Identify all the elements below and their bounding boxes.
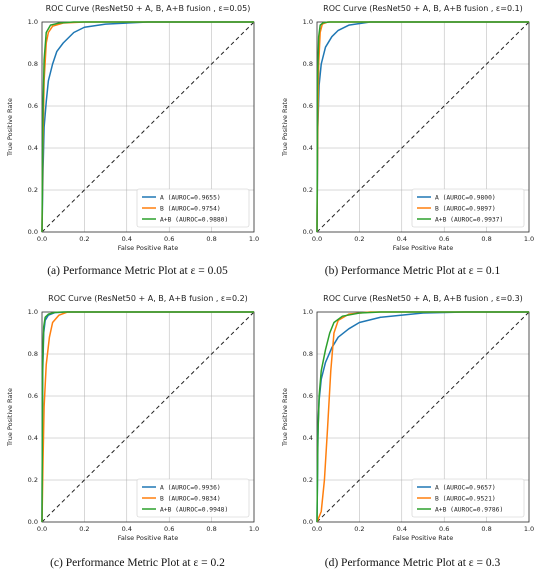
x-tick-label: 0.4	[397, 235, 407, 243]
y-tick-label: 1.0	[28, 308, 38, 316]
x-axis-label: False Positive Rate	[118, 534, 178, 542]
x-tick-label: 0.4	[122, 235, 132, 243]
y-tick-label: 0.0	[28, 518, 38, 526]
legend-label: A (AUROC=0.9936)	[160, 484, 221, 491]
x-tick-label: 0.8	[206, 235, 216, 243]
y-tick-label: 0.2	[303, 186, 313, 194]
legend-label: A+B (AUROC=0.9880)	[160, 216, 228, 223]
chart-title: ROC Curve (ResNet50 + A, B, A+B fusion ,…	[48, 294, 248, 303]
roc-chart-svg-c: ROC Curve (ResNet50 + A, B, A+B fusion ,…	[6, 294, 259, 542]
series-line-aplusb	[41, 21, 254, 233]
x-tick-label: 1.0	[249, 525, 259, 533]
y-tick-label: 0.6	[28, 102, 38, 110]
y-axis-label: True Positive Rate	[6, 98, 14, 157]
series-line-aplusb	[316, 21, 529, 233]
y-tick-label: 0.4	[303, 144, 313, 152]
x-tick-label: 0.8	[481, 525, 491, 533]
caption-d: (d) Performance Metric Plot at ε = 0.3	[324, 557, 501, 569]
legend-label: A+B (AUROC=0.9786)	[435, 506, 503, 513]
series-line-b	[41, 311, 254, 523]
roc-chart-a: ROC Curve (ResNet50 + A, B, A+B fusion ,…	[0, 0, 275, 258]
y-tick-label: 1.0	[303, 308, 313, 316]
x-tick-label: 0.4	[122, 525, 132, 533]
x-tick-label: 1.0	[249, 235, 259, 243]
legend-label: A (AUROC=0.9657)	[435, 484, 496, 491]
chance-diagonal	[316, 311, 530, 523]
x-tick-label: 1.0	[524, 525, 534, 533]
x-tick-label: 0.0	[312, 235, 322, 243]
y-tick-label: 0.4	[303, 434, 313, 442]
chart-title: ROC Curve (ResNet50 + A, B, A+B fusion ,…	[323, 294, 523, 303]
y-tick-label: 0.0	[303, 228, 313, 236]
y-tick-label: 1.0	[28, 18, 38, 26]
y-tick-label: 0.0	[28, 228, 38, 236]
legend-label: A+B (AUROC=0.9937)	[435, 216, 503, 223]
chance-diagonal	[41, 21, 255, 233]
y-tick-label: 0.0	[303, 518, 313, 526]
y-tick-label: 0.8	[28, 60, 38, 68]
y-axis-label: True Positive Rate	[6, 388, 14, 447]
y-axis-label: True Positive Rate	[281, 98, 289, 157]
y-tick-label: 0.8	[303, 350, 313, 358]
legend-label: B (AUROC=0.9521)	[435, 495, 496, 502]
x-tick-label: 0.2	[354, 525, 364, 533]
series-line-aplusb	[41, 311, 254, 523]
legend-label: A (AUROC=0.9655)	[160, 194, 221, 201]
y-tick-label: 0.4	[28, 144, 38, 152]
caption-a: (a) Performance Metric Plot at ε = 0.05	[47, 265, 228, 277]
legend-label: A (AUROC=0.9800)	[435, 194, 496, 201]
chance-diagonal	[41, 311, 255, 523]
legend-label: B (AUROC=0.9897)	[435, 205, 496, 212]
x-axis-label: False Positive Rate	[118, 244, 178, 252]
x-tick-label: 0.0	[37, 525, 47, 533]
y-tick-label: 0.8	[28, 350, 38, 358]
legend-label: A+B (AUROC=0.9948)	[160, 506, 228, 513]
caption-c: (c) Performance Metric Plot at ε = 0.2	[50, 557, 225, 569]
x-tick-label: 0.0	[312, 525, 322, 533]
x-tick-label: 0.8	[481, 235, 491, 243]
legend-label: B (AUROC=0.9834)	[160, 495, 221, 502]
x-tick-label: 0.6	[439, 235, 449, 243]
x-tick-label: 0.2	[79, 525, 89, 533]
x-tick-label: 0.6	[164, 235, 174, 243]
legend-label: B (AUROC=0.9754)	[160, 205, 221, 212]
x-axis-label: False Positive Rate	[393, 534, 453, 542]
x-tick-label: 0.0	[37, 235, 47, 243]
caption-b: (b) Performance Metric Plot at ε = 0.1	[324, 265, 501, 277]
y-tick-label: 0.6	[303, 102, 313, 110]
y-tick-label: 0.2	[303, 476, 313, 484]
roc-chart-svg-b: ROC Curve (ResNet50 + A, B, A+B fusion ,…	[281, 4, 534, 252]
y-tick-label: 0.6	[28, 392, 38, 400]
chance-diagonal	[316, 21, 530, 233]
series-line-aplusb	[316, 311, 529, 523]
x-axis-label: False Positive Rate	[393, 244, 453, 252]
x-tick-label: 0.8	[206, 525, 216, 533]
x-tick-label: 0.4	[397, 525, 407, 533]
y-tick-label: 1.0	[303, 18, 313, 26]
roc-chart-c: ROC Curve (ResNet50 + A, B, A+B fusion ,…	[0, 290, 275, 548]
x-tick-label: 1.0	[524, 235, 534, 243]
x-tick-label: 0.6	[439, 525, 449, 533]
y-tick-label: 0.2	[28, 476, 38, 484]
legend-box	[136, 478, 250, 518]
chart-title: ROC Curve (ResNet50 + A, B, A+B fusion ,…	[46, 4, 251, 13]
roc-chart-d: ROC Curve (ResNet50 + A, B, A+B fusion ,…	[275, 290, 550, 548]
y-tick-label: 0.4	[28, 434, 38, 442]
x-tick-label: 0.6	[164, 525, 174, 533]
y-axis-label: True Positive Rate	[281, 388, 289, 447]
legend-box	[411, 478, 525, 518]
legend-box	[136, 188, 250, 228]
legend-box	[411, 188, 525, 228]
roc-chart-svg-a: ROC Curve (ResNet50 + A, B, A+B fusion ,…	[6, 4, 259, 252]
y-tick-label: 0.6	[303, 392, 313, 400]
y-tick-label: 0.8	[303, 60, 313, 68]
roc-chart-svg-d: ROC Curve (ResNet50 + A, B, A+B fusion ,…	[281, 294, 534, 542]
chart-title: ROC Curve (ResNet50 + A, B, A+B fusion ,…	[323, 4, 523, 13]
roc-chart-b: ROC Curve (ResNet50 + A, B, A+B fusion ,…	[275, 0, 550, 258]
x-tick-label: 0.2	[354, 235, 364, 243]
y-tick-label: 0.2	[28, 186, 38, 194]
x-tick-label: 0.2	[79, 235, 89, 243]
series-line-a	[41, 21, 254, 233]
